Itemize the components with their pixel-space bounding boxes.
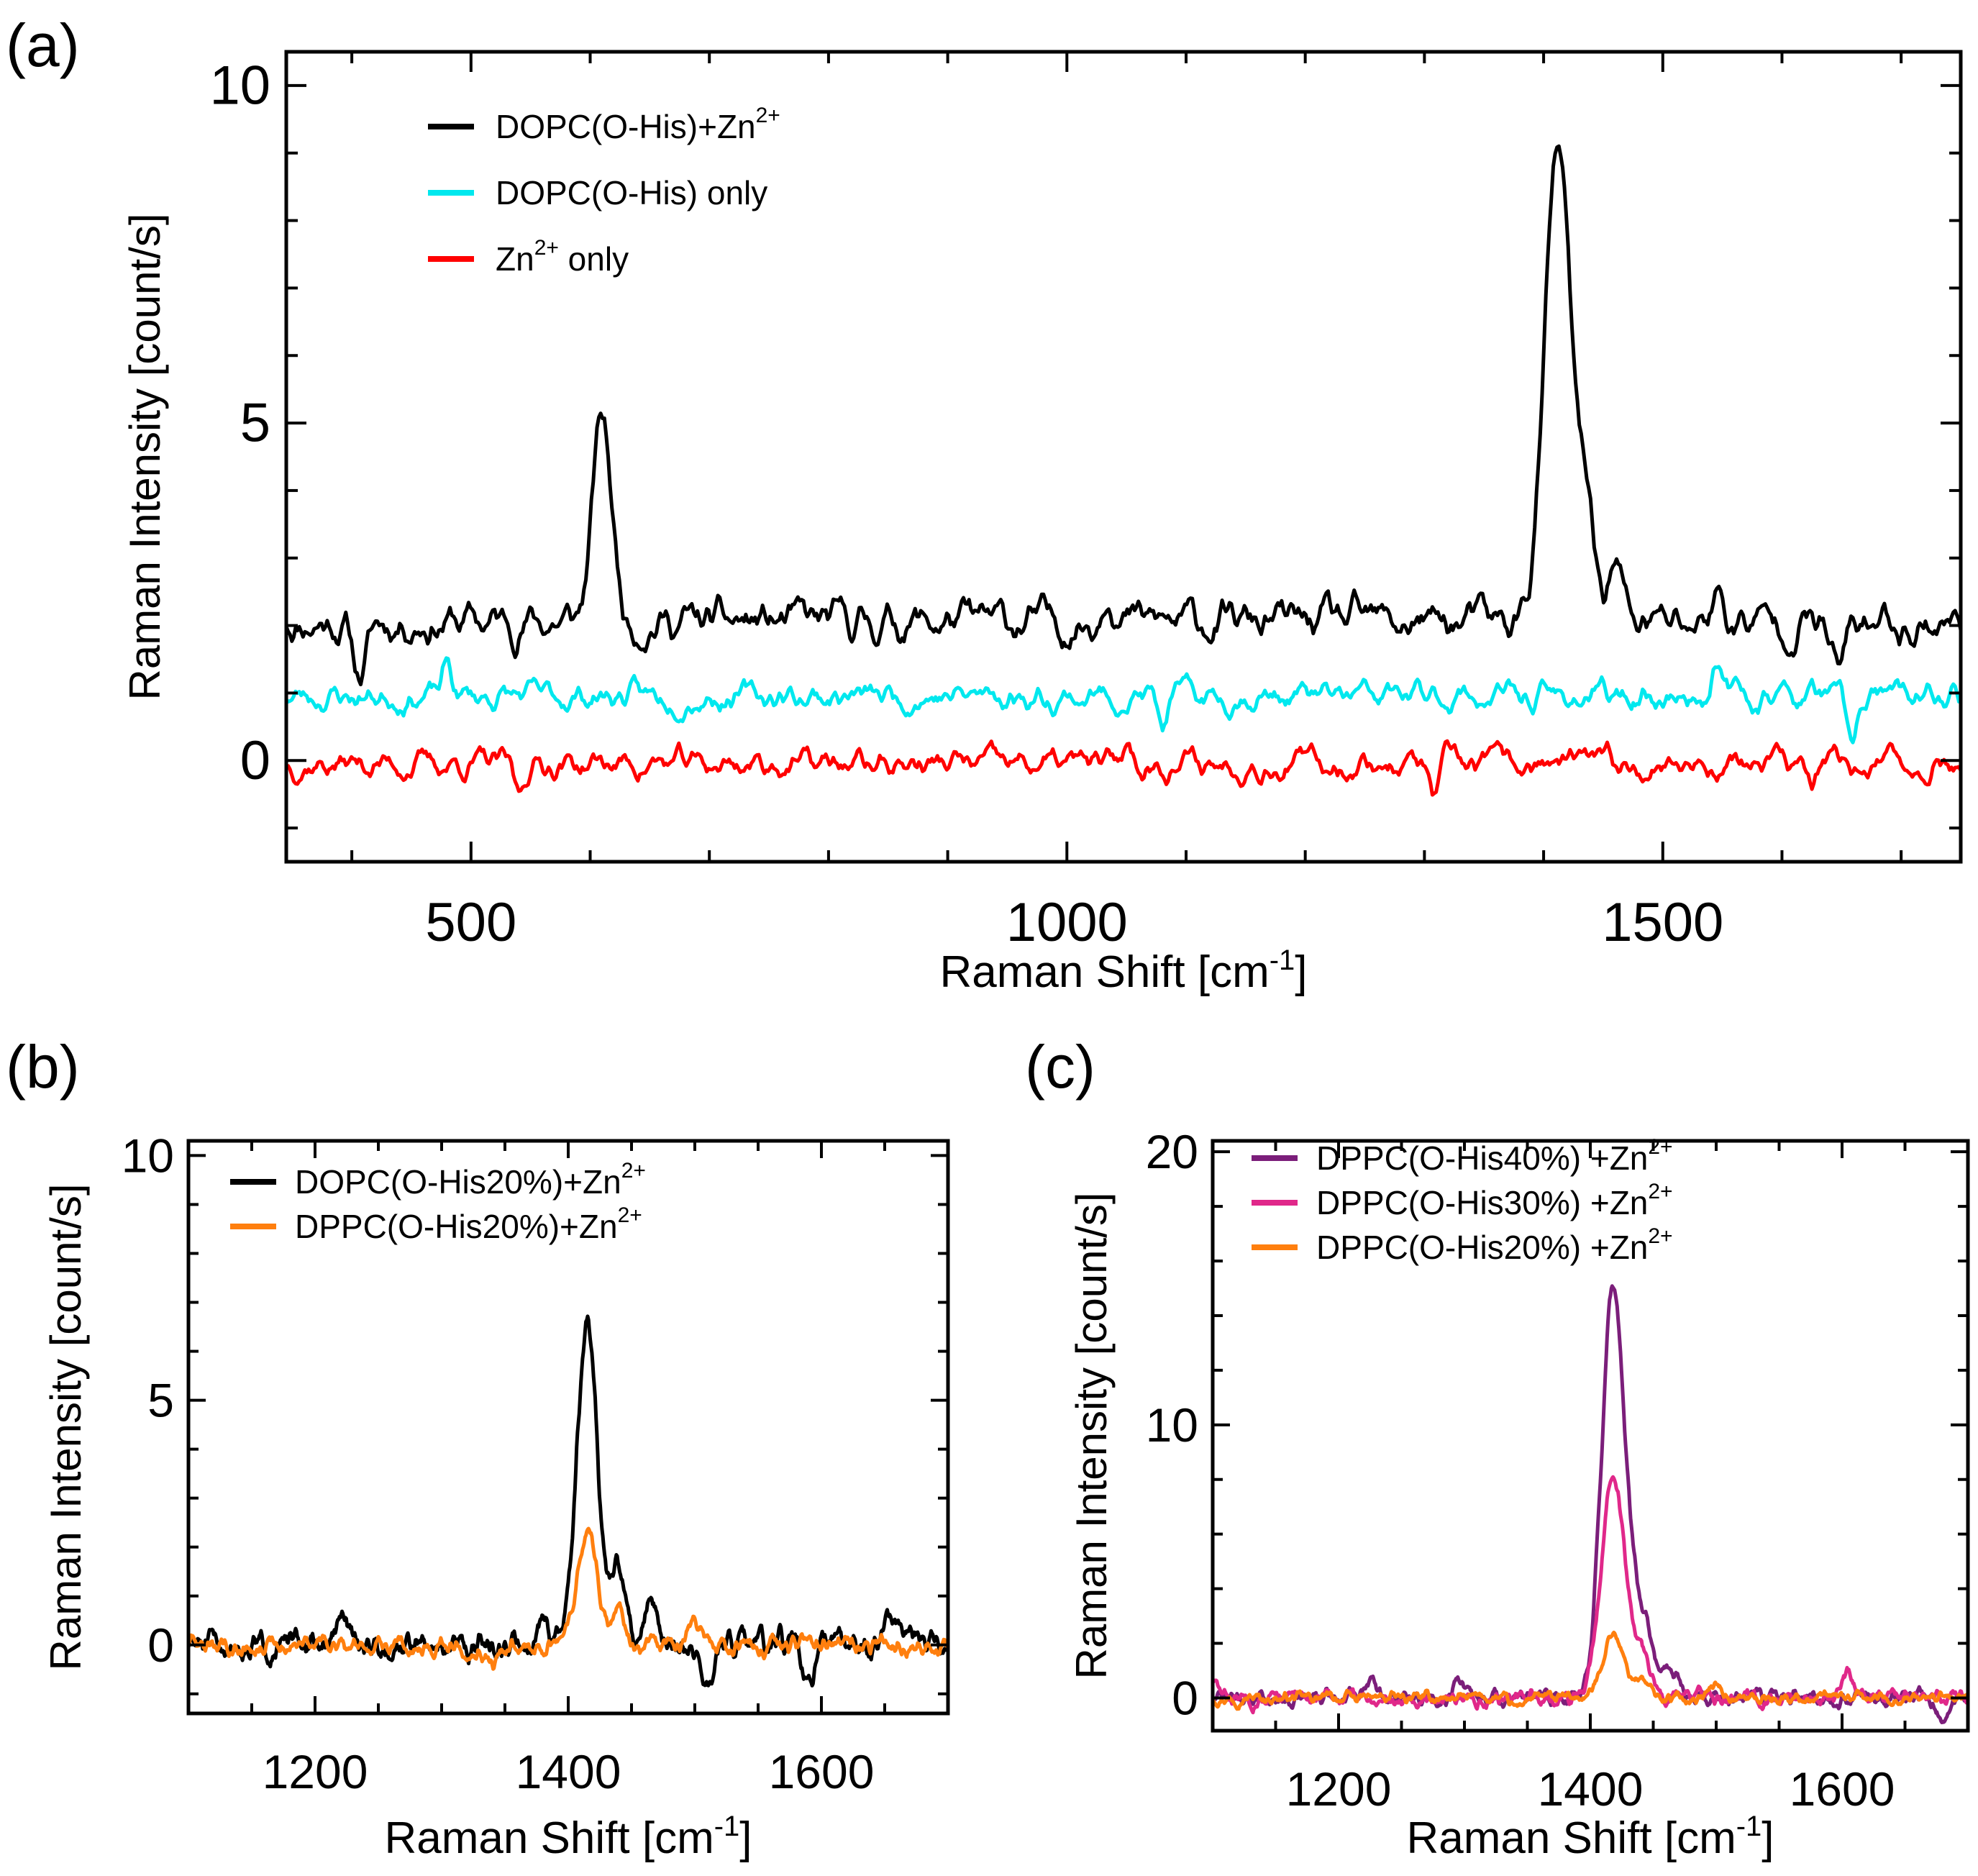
legend-label-sup-c-1: 2+ xyxy=(1648,1180,1672,1203)
series-line-a-2 xyxy=(286,739,1961,797)
series-line-b-1 xyxy=(188,1526,948,1671)
x-tick-label-a: 1000 xyxy=(1006,892,1128,953)
legend-label-sup-b-0: 2+ xyxy=(621,1159,646,1183)
x-tick-label-a: 500 xyxy=(425,892,516,953)
series-line-c-1 xyxy=(1213,1475,1968,1715)
x-axis-label-main-a: Raman Shift [cm xyxy=(939,947,1269,997)
series-line-c-2 xyxy=(1213,1630,1968,1711)
legend-label-sup-c-2: 2+ xyxy=(1648,1224,1672,1248)
x-axis-label-tail-b: ] xyxy=(739,1813,752,1863)
x-tick-label-c: 1400 xyxy=(1538,1762,1644,1816)
series-line-a-0 xyxy=(286,144,1961,687)
legend-label-sup-c-0: 2+ xyxy=(1648,1135,1672,1159)
x-tick-label-c: 1600 xyxy=(1790,1762,1895,1816)
y-tick-label-b: 5 xyxy=(147,1374,174,1427)
x-axis-label-c: Raman Shift [cm-1] xyxy=(1406,1811,1774,1863)
y-axis-label-a: Raman Intensity [count/s] xyxy=(121,214,169,701)
legend-label-tail-a-2: only xyxy=(559,240,629,278)
y-tick-label-c: 20 xyxy=(1146,1125,1198,1178)
x-axis-label-main-b: Raman Shift [cm xyxy=(384,1813,714,1863)
legend-label-sup-b-1: 2+ xyxy=(618,1203,642,1227)
legend-label-a-2: Zn2+ only xyxy=(496,236,629,278)
plot-a: 500 1000 1500 0 5 10 Raman Shift [cm-1] Raman I… xyxy=(121,50,1963,997)
x-axis-label-a: Raman Shift [cm-1] xyxy=(939,944,1307,997)
x-tick-label-a: 1500 xyxy=(1602,892,1723,953)
legend-label-main-a-2: Zn xyxy=(496,240,534,278)
y-tick-label-a: 10 xyxy=(209,55,270,116)
panel-c-letter: (c) xyxy=(1025,1033,1095,1101)
x-axis-label-b: Raman Shift [cm-1] xyxy=(384,1811,752,1863)
y-axis-label-b: Raman Intensity [count/s] xyxy=(42,1184,90,1671)
series-line-a-1 xyxy=(286,656,1961,745)
plot-frame-a xyxy=(284,50,1963,864)
y-axis-label-c: Raman Intensity [count/s] xyxy=(1067,1193,1116,1680)
x-tick-label-b: 1600 xyxy=(769,1745,875,1798)
legend-c: DPPC(O-His40%) +Zn2+DPPC(O-His30%) +Zn2+… xyxy=(1252,1135,1673,1267)
legend-label-c-0: DPPC(O-His40%) +Zn2+ xyxy=(1316,1135,1673,1178)
legend-label-main-c-2: DPPC(O-His20%) +Zn xyxy=(1316,1229,1648,1266)
panel-a-letter: (a) xyxy=(6,12,80,79)
legend-label-main-c-1: DPPC(O-His30%) +Zn xyxy=(1316,1184,1648,1221)
series-group-c xyxy=(1213,1284,1968,1725)
legend-label-b-1: DPPC(O-His20%)+Zn2+ xyxy=(295,1203,642,1246)
series-line-b-0 xyxy=(188,1314,948,1688)
series-group-b xyxy=(188,1314,948,1688)
legend-label-c-2: DPPC(O-His20%) +Zn2+ xyxy=(1316,1224,1673,1267)
x-axis-label-sup-c: -1 xyxy=(1736,1811,1762,1842)
y-tick-label-b: 0 xyxy=(147,1618,174,1672)
x-axis-label-main-c: Raman Shift [cm xyxy=(1406,1813,1736,1863)
legend-label-sup-a-0: 2+ xyxy=(756,104,780,127)
panel-b-letter: (b) xyxy=(6,1033,80,1101)
x-tick-label-c: 1200 xyxy=(1286,1762,1392,1816)
y-tick-label-a: 5 xyxy=(240,393,270,454)
x-tick-label-b: 1400 xyxy=(516,1745,621,1798)
y-tick-label-a: 0 xyxy=(240,730,270,791)
legend-label-sup-a-2: 2+ xyxy=(534,236,559,260)
legend-label-main-b-0: DOPC(O-His20%)+Zn xyxy=(295,1163,621,1201)
legend-label-main-b-1: DPPC(O-His20%)+Zn xyxy=(295,1208,618,1245)
x-axis-label-tail-a: ] xyxy=(1295,947,1307,997)
legend-label-a-1: DOPC(O-His) only xyxy=(496,174,767,211)
legend-label-main-c-0: DPPC(O-His40%) +Zn xyxy=(1316,1139,1648,1177)
legend-label-main-a-1: DOPC(O-His) only xyxy=(496,174,767,211)
legend-b: DOPC(O-His20%)+Zn2+DPPC(O-His20%)+Zn2+ xyxy=(230,1159,646,1246)
y-tick-label-c: 10 xyxy=(1146,1398,1198,1452)
legend-label-c-1: DPPC(O-His30%) +Zn2+ xyxy=(1316,1180,1673,1222)
y-tick-label-c: 0 xyxy=(1172,1671,1198,1724)
legend-label-main-a-0: DOPC(O-His)+Zn xyxy=(496,108,756,145)
legend-label-b-0: DOPC(O-His20%)+Zn2+ xyxy=(295,1159,646,1201)
legend-label-a-0: DOPC(O-His)+Zn2+ xyxy=(496,104,780,146)
series-group-a xyxy=(286,144,1961,797)
x-axis-label-sup-a: -1 xyxy=(1270,944,1295,976)
x-axis-label-sup-b: -1 xyxy=(714,1811,740,1842)
y-tick-label-b: 10 xyxy=(122,1129,174,1182)
x-axis-label-tail-c: ] xyxy=(1761,1813,1774,1863)
x-tick-label-b: 1200 xyxy=(263,1745,368,1798)
